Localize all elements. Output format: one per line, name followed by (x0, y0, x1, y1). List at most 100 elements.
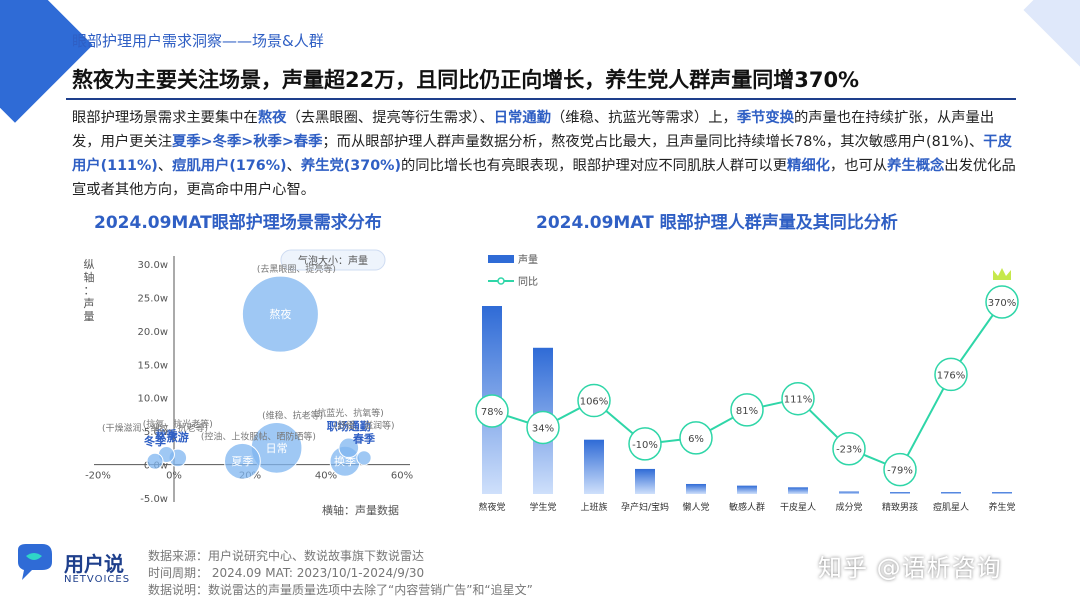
bar-成分党 (839, 491, 859, 494)
page-headline: 熬夜为主要关注场景，声量超22万，且同比仍正向增长，养生党人群声量同增370% (72, 68, 860, 92)
footer-note-source: 数据来源：用户说研究中心、数说故事旗下数说雷达 (148, 549, 425, 563)
bubble-冬季 (146, 452, 164, 470)
category-label: 熬夜党 (478, 501, 505, 513)
yoy-value-label: -10% (632, 440, 658, 451)
yoy-value-label: 111% (784, 395, 813, 406)
category-label: 学生党 (529, 501, 556, 513)
yoy-value-label: -79% (887, 466, 913, 477)
scatter-y-tick: 10.0w (138, 394, 168, 405)
bubble-sublabel: (维稳、抗老等) (262, 410, 323, 422)
summary-text: 、 (157, 158, 173, 174)
summary-text: （维稳、抗蓝光等需求）上， (550, 110, 737, 126)
bubble-职场通勤 (338, 437, 360, 459)
scatter-y-label-char: 轴 (84, 270, 95, 284)
bubble-label: 秋季 (155, 428, 178, 442)
yoy-marker (883, 452, 917, 487)
yoy-marker (526, 410, 560, 445)
bar-上班族 (584, 439, 604, 494)
summary-text: ，也可从 (829, 158, 888, 174)
scatter-y-tick: 30.0w (138, 260, 168, 271)
yoy-marker (730, 393, 764, 427)
category-label: 成分党 (835, 501, 862, 513)
scatter-y-tick: 15.0w (138, 360, 168, 371)
yoy-marker (832, 431, 866, 466)
brand-name: 用户说 (64, 552, 124, 576)
bubble-夏季 (223, 442, 261, 480)
bubble-sublabel: (干燥滋润、细纹、抗老等) (102, 422, 208, 434)
scatter-y-tick: -5.0w (140, 494, 168, 505)
zhihu-watermark: 知乎 @语析咨询 (818, 554, 1002, 582)
summary-text: 眼部护理场景需求主要集中在 (72, 110, 258, 126)
yoy-marker (577, 383, 611, 418)
category-label: 干皮星人 (780, 501, 816, 513)
legend-bar-label: 声量 (518, 253, 538, 266)
bubble-label: 春季 (353, 432, 376, 446)
bubble-legend-pill (280, 249, 386, 271)
bar-精致男孩 (890, 492, 910, 494)
bar-养生党 (992, 492, 1012, 494)
yoy-value-label: 81% (736, 406, 758, 417)
summary-text: 出发优化品宣或者其他方向，更高命中用户心智。 (72, 158, 1016, 198)
category-label: 精致男孩 (882, 501, 918, 513)
bar-chart-title: 2024.09MAT 眼部护理人群声量及其同比分析 (536, 213, 898, 233)
category-label: 敏感人群 (729, 501, 765, 513)
bubble-label: 旅游 (167, 430, 189, 444)
scatter-chart-title: 2024.09MAT眼部护理场景需求分布 (94, 213, 382, 233)
summary-text: （去黑眼圈、提亮等衍生需求）、 (286, 110, 494, 126)
bubble-label: 职场通勤 (327, 419, 371, 433)
scatter-x-label: 横轴：声量数据 (322, 503, 399, 517)
summary-highlight: 干皮用户(111%) (72, 134, 1012, 174)
summary-text: 的同比增长也有亮眼表现，眼部护理对应不同肌肤人群可以更 (401, 158, 788, 174)
yoy-value-label: 106% (580, 397, 609, 408)
bar-敏感人群 (737, 485, 757, 494)
yoy-marker (679, 421, 713, 455)
footer-note-desc: 数据说明：数说雷达的声量质量选项中去除了“内容营销广告”和“追星文” (148, 583, 533, 597)
bubble-熬夜 (241, 275, 319, 353)
legend-line-marker (497, 277, 505, 285)
category-label: 上班族 (580, 501, 607, 513)
yoy-marker (781, 381, 815, 416)
netvoices-logo-icon (18, 544, 52, 580)
bar-孕产妇/宝妈 (635, 468, 655, 494)
summary-highlight: 痘肌用户(176%) (172, 158, 287, 174)
bubble-label: 夏季 (231, 455, 253, 468)
scatter-x-tick: 60% (391, 471, 413, 482)
crown-icon (993, 268, 1011, 280)
yoy-marker (934, 357, 968, 392)
bubble-sublabel: (抗氧、抗光老等) (143, 418, 213, 430)
scatter-x-tick: 0% (166, 471, 182, 482)
scatter-x-tick: 40% (315, 471, 337, 482)
bubble-sublabel: (控油、上妆服帖、晒防晒等) (201, 430, 316, 442)
legend-line-label: 同比 (518, 276, 538, 288)
yoy-marker (985, 285, 1019, 319)
bar-干皮星人 (788, 487, 808, 494)
section-subtitle: 眼部护理用户需求洞察——场景&人群 (72, 32, 324, 50)
yoy-value-label: 176% (937, 370, 966, 381)
scatter-y-label-char: 量 (84, 310, 95, 323)
summary-highlight: 日常通勤 (493, 110, 551, 126)
yoy-value-label: 6% (688, 434, 704, 445)
summary-highlight: 季节变换 (736, 110, 794, 126)
scatter-y-tick: 5.0w (144, 427, 168, 438)
category-label: 孕产妇/宝妈 (621, 501, 669, 513)
bubble-label: 日常 (266, 442, 288, 455)
yoy-value-label: 78% (481, 407, 503, 418)
yoy-value-label: 370% (988, 298, 1017, 309)
footer-note-period: 时间周期： 2024.09 MAT: 2023/10/1-2024/9/30 (148, 566, 425, 580)
summary-paragraph: 眼部护理场景需求主要集中在熬夜（去黑眼圈、提亮等衍生需求）、日常通勤（维稳、抗蓝… (72, 106, 1022, 202)
scatter-y-label-char: 声 (84, 296, 95, 310)
bubble-legend-text: 气泡大小：声量 (298, 254, 368, 267)
summary-highlight: 熬夜 (257, 110, 287, 126)
headline-divider (66, 98, 1016, 100)
category-label: 懒人党 (682, 501, 709, 513)
bubble-sublabel: (去黑眼圈、提亮等) (257, 263, 336, 275)
footer-notes: 数据来源：用户说研究中心、数说故事旗下数说雷达 时间周期： 2024.09 MA… (148, 548, 533, 599)
legend-bar-swatch (488, 255, 514, 263)
yoy-value-label: 34% (532, 423, 554, 434)
yoy-marker (628, 427, 662, 461)
scatter-y-label-char: 纵 (84, 258, 95, 271)
bar-懒人党 (686, 483, 706, 494)
summary-text: 、 (286, 158, 301, 174)
